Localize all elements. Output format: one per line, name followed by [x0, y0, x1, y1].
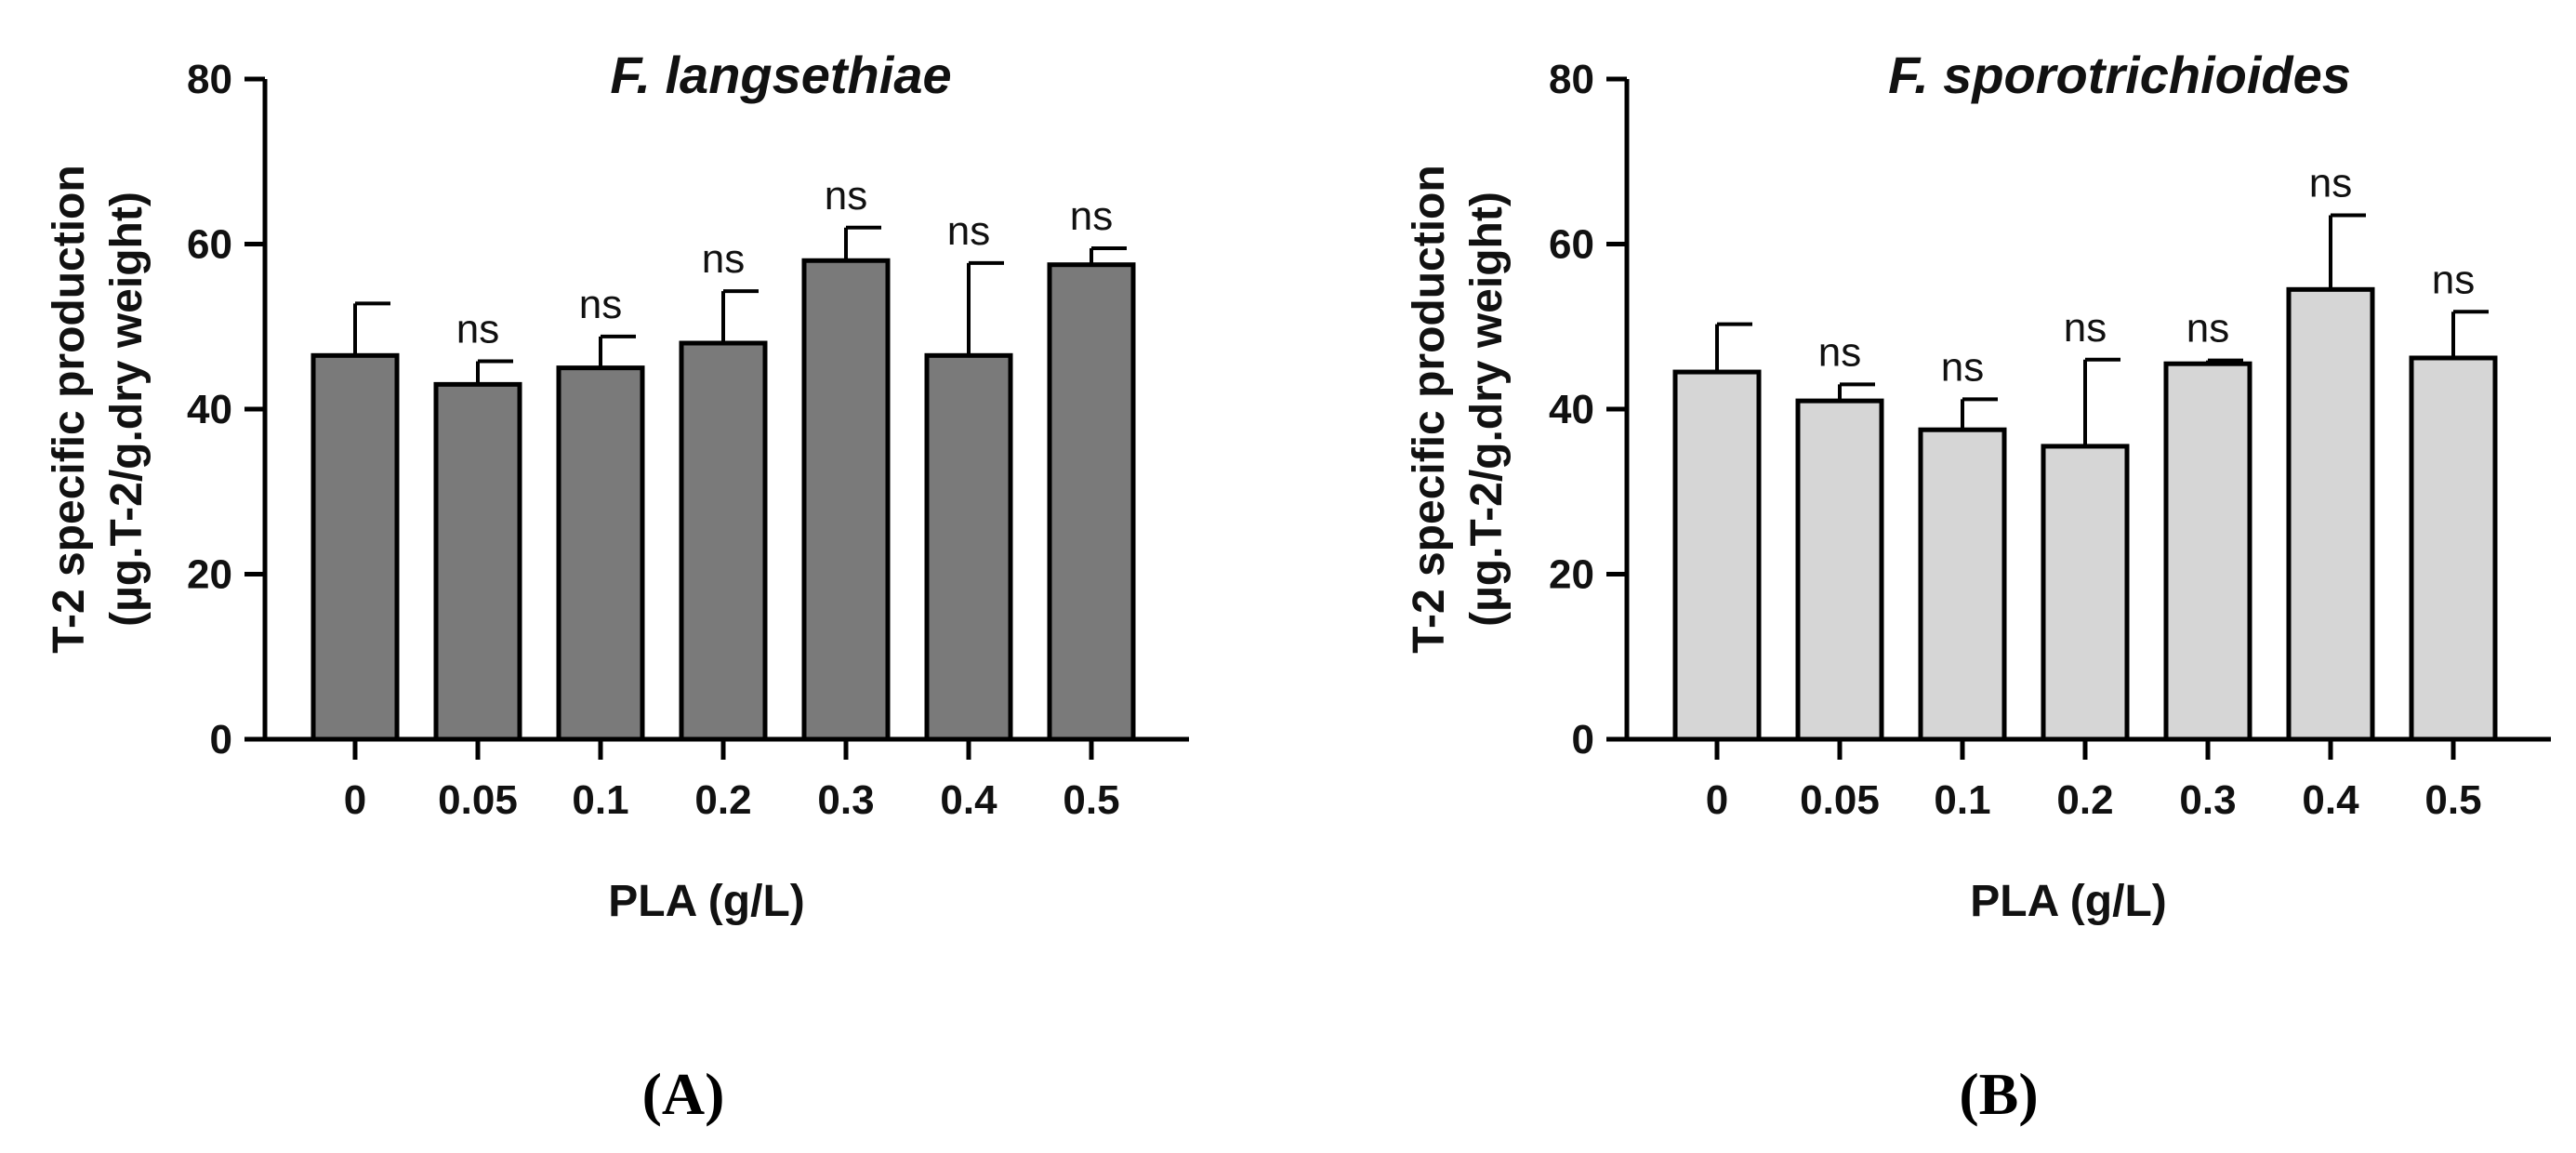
x-tick-label: 0.1 — [572, 777, 628, 823]
y-tick-label: 20 — [187, 552, 232, 598]
panel-a-chart: F. langsethiae T-2 specific production (… — [45, 46, 1189, 1127]
significance-label: ns — [2186, 306, 2229, 351]
y-tick-label: 20 — [1549, 552, 1594, 598]
x-axis-title: PLA (g/L) — [1970, 877, 2167, 926]
bar — [2041, 444, 2130, 742]
y-tick-label: 80 — [1549, 57, 1594, 102]
y-axis-title-line2: (µg.T-2/g.dry weight) — [1462, 192, 1512, 627]
significance-label: ns — [1070, 193, 1113, 239]
bar — [2163, 361, 2252, 742]
y-tick-label: 60 — [1549, 222, 1594, 268]
significance-label: ns — [2432, 257, 2475, 302]
chart-title: F. langsethiae — [610, 46, 951, 104]
bar — [310, 352, 400, 742]
significance-label: ns — [456, 307, 499, 352]
x-tick-label: 0.5 — [1063, 777, 1119, 823]
bar — [1918, 427, 2007, 742]
bar — [2286, 286, 2375, 742]
significance-label: ns — [579, 282, 622, 327]
chart-title: F. sporotrichioides — [1888, 46, 2351, 104]
x-tick-label: 0.3 — [817, 777, 874, 823]
plot-area: 0 20 40 60 80 0 0.05 ns 0.1 ns 0.2 ns 0.3 ns 0.4 ns 0.5 n… — [187, 57, 1189, 823]
x-tick-label: 0.4 — [940, 777, 997, 823]
bar — [801, 258, 891, 742]
x-tick-label: 0.3 — [2179, 777, 2236, 823]
panel-b-chart: F. sporotrichioides T-2 specific product… — [1405, 46, 2551, 1127]
significance-label: ns — [825, 173, 867, 219]
significance-label: ns — [1941, 344, 1984, 390]
x-axis-title: PLA (g/L) — [608, 877, 805, 926]
y-tick-label: 80 — [187, 57, 232, 102]
significance-label: ns — [2309, 160, 2352, 205]
bar — [433, 381, 522, 742]
bar — [1047, 262, 1136, 742]
panel-label: (B) — [1959, 1061, 2038, 1127]
significance-label: ns — [1818, 329, 1861, 375]
x-tick-label: 0.4 — [2302, 777, 2359, 823]
y-tick-label: 0 — [210, 717, 232, 762]
bar — [924, 352, 1013, 742]
x-tick-label: 0 — [344, 777, 366, 823]
y-tick-label: 40 — [187, 387, 232, 432]
x-tick-label: 0.05 — [1800, 777, 1880, 823]
y-tick-label: 60 — [187, 222, 232, 268]
y-axis-title-line1: T-2 specific production — [1405, 165, 1454, 653]
x-tick-label: 0.1 — [1934, 777, 1990, 823]
y-tick-label: 40 — [1549, 387, 1594, 432]
bar — [679, 340, 768, 742]
y-tick-label: 0 — [1572, 717, 1594, 762]
significance-label: ns — [947, 208, 990, 254]
bar — [556, 365, 645, 742]
x-tick-label: 0 — [1706, 777, 1728, 823]
y-axis-title-line1: T-2 specific production — [45, 165, 94, 653]
plot-area: 0 20 40 60 80 0 0.05 ns 0.1 ns 0.2 ns 0.3 ns 0.4 ns 0.5 n… — [1549, 57, 2551, 823]
significance-label: ns — [2064, 305, 2107, 351]
bar — [1672, 369, 1762, 742]
x-tick-label: 0.05 — [438, 777, 518, 823]
significance-label: ns — [702, 236, 745, 282]
bar — [2409, 355, 2498, 742]
x-tick-label: 0.2 — [694, 777, 751, 823]
x-tick-label: 0.2 — [2056, 777, 2113, 823]
x-tick-label: 0.5 — [2424, 777, 2481, 823]
bar — [1795, 398, 1884, 742]
panel-label: (A) — [642, 1061, 725, 1127]
y-axis-title-line2: (µg.T-2/g.dry weight) — [102, 192, 152, 627]
